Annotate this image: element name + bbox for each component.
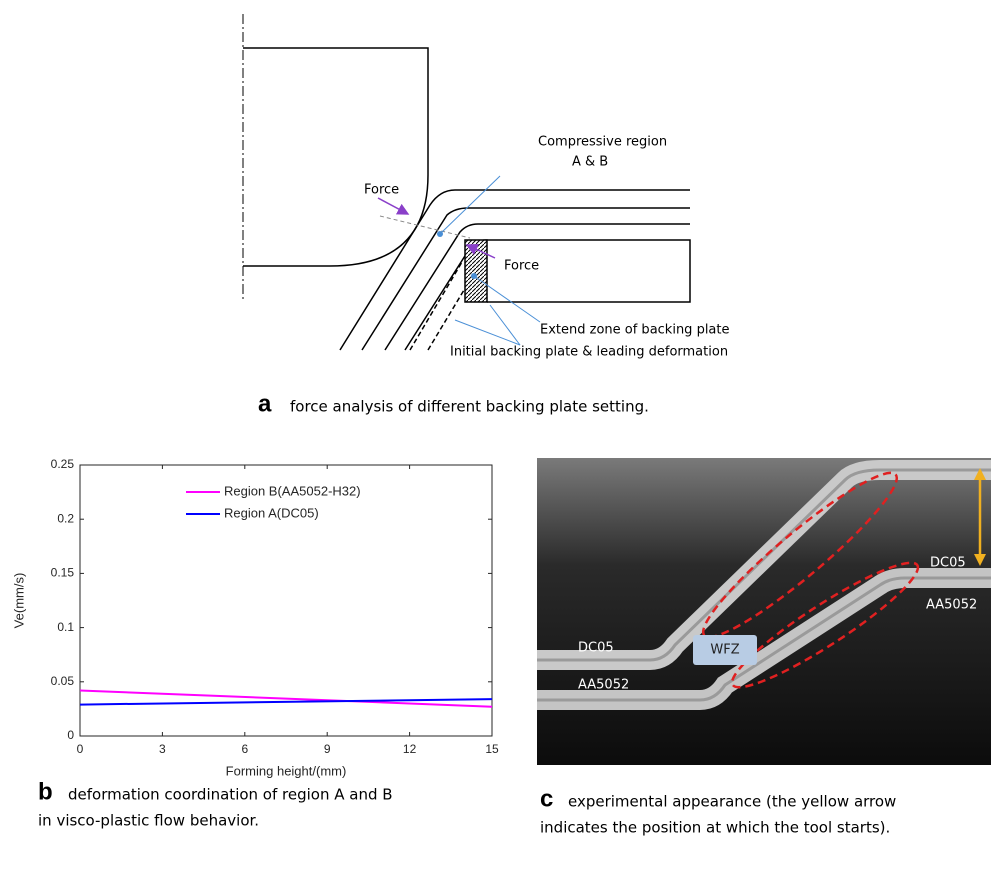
x-tick-label: 15 — [485, 742, 499, 756]
y-tick-label: 0.2 — [57, 511, 74, 525]
label: Force — [364, 183, 399, 198]
x-axis-label: Forming height/(mm) — [226, 763, 347, 778]
y-tick-label: 0.15 — [51, 566, 75, 580]
section-line — [380, 216, 470, 238]
label: A & B — [572, 155, 608, 170]
caption-letter: b — [38, 778, 53, 805]
label: AA5052 — [926, 598, 977, 613]
x-tick-label: 9 — [324, 742, 331, 756]
caption-letter: a — [258, 390, 272, 417]
caption: deformation coordination of region A and… — [68, 786, 393, 804]
tool — [243, 48, 428, 266]
figure: Compressive region A & B Force Force Ext… — [0, 0, 991, 868]
y-tick-label: 0.25 — [51, 457, 75, 471]
label: Force — [504, 259, 539, 274]
legend-label: Region B(AA5052-H32) — [224, 483, 361, 498]
legend-label: Region A(DC05) — [224, 505, 319, 520]
caption: force analysis of different backing plat… — [290, 398, 649, 416]
label: Initial backing plate & leading deformat… — [450, 345, 728, 360]
label: DC05 — [578, 641, 614, 656]
label: WFZ — [710, 643, 739, 658]
photo — [537, 458, 991, 765]
y-tick-label: 0 — [67, 728, 74, 742]
y-tick-label: 0.05 — [51, 674, 75, 688]
diagram — [243, 14, 690, 350]
caption-letter: c — [540, 785, 553, 812]
label: Extend zone of backing plate — [540, 323, 730, 338]
caption: indicates the position at which the tool… — [540, 819, 890, 837]
dashed-sheet — [428, 280, 470, 350]
force-arrow — [378, 198, 408, 214]
chart: 0 0.05 0.1 0.15 0.2 0.25 0 3 6 9 12 15 Forming heigh… — [11, 457, 499, 778]
x-tick-label: 12 — [403, 742, 417, 756]
label: AA5052 — [578, 678, 629, 693]
caption: experimental appearance (the yellow arro… — [568, 793, 896, 811]
x-tick-label: 3 — [159, 742, 166, 756]
photo-background — [537, 458, 991, 765]
label: Compressive region — [538, 135, 667, 150]
caption: in visco-plastic flow behavior. — [38, 812, 259, 830]
label: DC05 — [930, 556, 966, 571]
y-axis-label: Ve(mm/s) — [11, 573, 26, 629]
x-tick-label: 0 — [77, 742, 84, 756]
y-tick-label: 0.1 — [57, 620, 74, 634]
x-tick-label: 6 — [241, 742, 248, 756]
